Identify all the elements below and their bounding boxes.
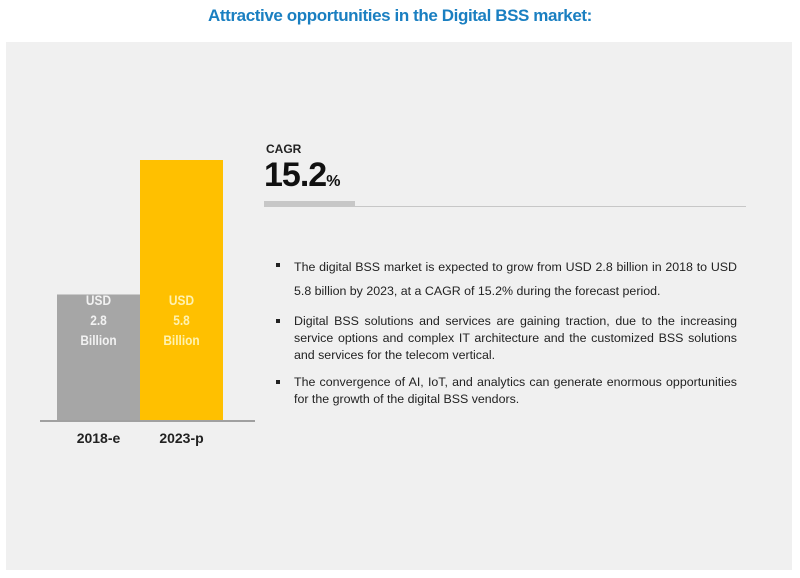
cagr-number: 15.2 xyxy=(264,156,327,194)
cagr-value: 15.2% xyxy=(264,156,340,195)
cagr-underline-accent xyxy=(264,201,355,206)
key-point-text: The digital BSS market is expected to gr… xyxy=(294,260,737,298)
cagr-divider xyxy=(264,206,746,207)
key-points-list: The digital BSS market is expected to gr… xyxy=(276,255,737,418)
x-tick-label-2023: 2023-p xyxy=(159,430,204,446)
cagr-percent-sign: % xyxy=(326,173,341,190)
key-point-text: Digital BSS solutions and services are g… xyxy=(294,314,737,362)
bar-label-line: USD xyxy=(85,292,112,308)
key-point: The convergence of AI, IoT, and analytic… xyxy=(276,374,737,408)
key-point-text: The convergence of AI, IoT, and analytic… xyxy=(294,375,737,406)
bullet-square-icon xyxy=(276,380,280,384)
x-tick-label-2018: 2018-e xyxy=(76,430,121,446)
bullet-square-icon xyxy=(276,319,280,323)
bar-2023-p xyxy=(140,160,223,420)
bar-label-line: Billion xyxy=(80,332,117,348)
bar-2018-e xyxy=(57,294,140,420)
key-point: Digital BSS solutions and services are g… xyxy=(276,313,737,364)
bar-label-2023: USD 5.8 Billion xyxy=(146,290,217,350)
page-title: Attractive opportunities in the Digital … xyxy=(208,6,592,25)
bar-label-line: 5.8 xyxy=(173,312,190,328)
cagr-label: CAGR xyxy=(266,142,302,156)
bar-label-line: Billion xyxy=(163,332,200,348)
key-point: The digital BSS market is expected to gr… xyxy=(276,255,737,303)
bar-label-line: USD xyxy=(168,292,195,308)
bar-label-2018: USD 2.8 Billion xyxy=(63,290,134,350)
bullet-square-icon xyxy=(276,263,280,267)
bar-label-line: 2.8 xyxy=(90,312,107,328)
